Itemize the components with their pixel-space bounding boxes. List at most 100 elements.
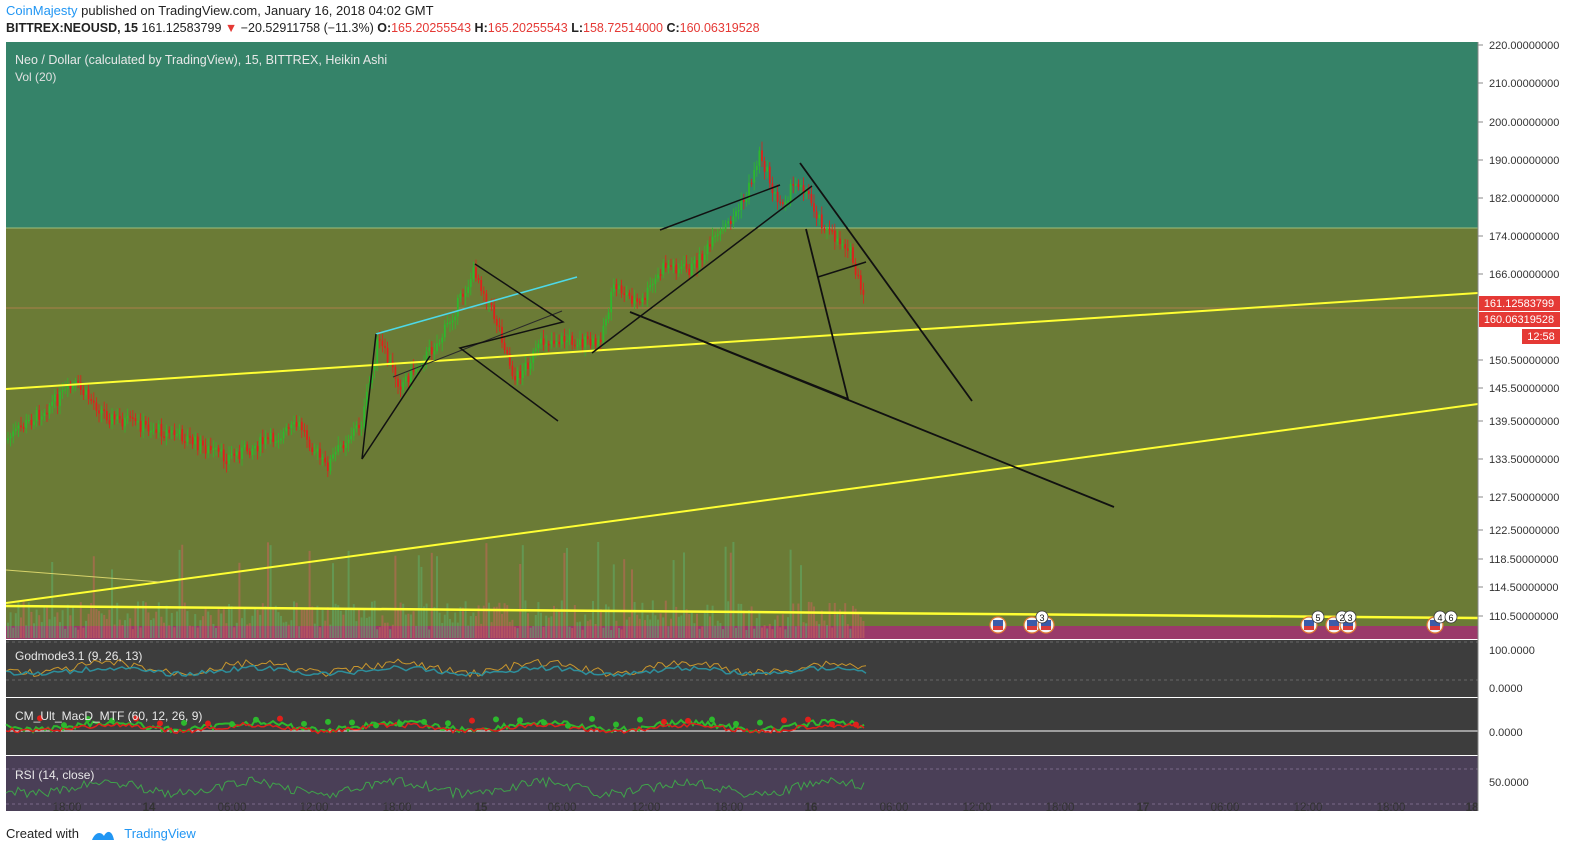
flag-stripes [1304, 626, 1314, 630]
candle-body [111, 414, 113, 425]
cyan-line[interactable] [375, 276, 578, 335]
candle-body [137, 421, 139, 423]
flag-canton [1430, 620, 1440, 626]
symbol[interactable]: BITTREX:NEOUSD, 15 [6, 21, 138, 35]
author-link[interactable]: CoinMajesty [6, 3, 78, 18]
volume-bar [854, 608, 857, 638]
candle-body [267, 437, 269, 440]
candle-body [553, 340, 555, 344]
small-flag[interactable] [817, 261, 867, 278]
volume-bar [25, 625, 28, 638]
open-value: 165.20255543 [391, 21, 472, 35]
volume-bar [503, 603, 506, 638]
price-tick-label: 210.00000000 [1489, 78, 1559, 90]
footer: Created with TradingView [6, 826, 196, 842]
volume-bar [670, 618, 672, 638]
volume-bar [464, 601, 467, 638]
volume-bar [144, 602, 147, 638]
candle-body [404, 376, 407, 382]
upper-trend-line[interactable] [5, 292, 1479, 390]
candle-body [85, 389, 87, 395]
candle-body [163, 436, 165, 438]
volume-bar [436, 556, 438, 638]
macd-label: CM_Ult_MacD_MTF (60, 12, 26, 9) [15, 709, 202, 723]
candle-body [261, 437, 264, 445]
candle-body [480, 280, 483, 292]
time-axis[interactable]: 18:00 14 06:00 12:00 18:00 15 06:00 12:00 18:00 1… [53, 802, 1479, 814]
volume-bar [529, 627, 532, 638]
volume-bar [17, 600, 20, 638]
macd-cross-dot [853, 721, 859, 728]
volume-bar [129, 618, 132, 638]
candle-body [508, 353, 511, 366]
volume-bar [805, 623, 808, 638]
event-count-badge[interactable] [1444, 610, 1458, 624]
candle-body [727, 221, 730, 224]
volume-bar [238, 562, 241, 638]
candle-body [35, 409, 38, 422]
volume-bar [553, 605, 555, 638]
flag-canton [1329, 620, 1339, 626]
flag-pattern-2[interactable] [458, 263, 565, 422]
volume-bar [771, 629, 774, 638]
price-tick-label: 133.50000000 [1489, 454, 1559, 466]
macd-cross-dot [133, 715, 139, 722]
volume-bar [85, 620, 87, 638]
volume-bar [555, 608, 558, 638]
candle-body [355, 425, 358, 429]
volume-bar [92, 556, 95, 638]
candle-body [555, 341, 558, 344]
volume-bar [831, 627, 834, 638]
candle-body [160, 424, 163, 437]
event-count-badge[interactable] [1343, 610, 1357, 624]
candle-body [189, 436, 191, 438]
event-count-badge[interactable] [1035, 610, 1049, 624]
wedge-upper[interactable] [659, 184, 781, 231]
time-tick-label: 18 [1466, 802, 1479, 814]
macd-cross-dot [277, 715, 283, 722]
event-count-badge[interactable] [1311, 610, 1325, 624]
volume-bar [623, 559, 626, 638]
candle-body [157, 424, 160, 433]
volume-bar [696, 613, 698, 638]
macd-pane [6, 698, 1478, 755]
base-trend-line[interactable] [5, 604, 1479, 620]
candle-body [358, 425, 360, 429]
macd-cross-dot [229, 721, 235, 728]
macd-cross-dot [325, 718, 331, 725]
candle-body [303, 430, 306, 432]
volume-bar [376, 629, 379, 638]
price-axis[interactable]: 220.00000000 210.00000000 200.00000000 190.… [1478, 40, 1559, 789]
macd-cross-dot [517, 717, 523, 724]
volume-bar [165, 605, 168, 638]
candle-body [134, 418, 137, 422]
volume-bar [615, 620, 618, 638]
volume-bar [254, 608, 256, 638]
candle-body [693, 260, 696, 264]
descending-line[interactable] [799, 162, 973, 402]
flag-pattern-1[interactable] [361, 333, 431, 460]
tradingview-link[interactable]: TradingView [124, 826, 196, 841]
volume-bar [558, 610, 561, 638]
volume-bar [191, 626, 194, 638]
volume-bar [480, 623, 483, 638]
volume-bar [399, 602, 402, 638]
candle-body [651, 283, 654, 286]
price-tick-label: 114.50000000 [1489, 582, 1559, 594]
volume-bar [592, 600, 594, 638]
volume-bar [755, 618, 758, 638]
candle-body [384, 346, 386, 348]
indicator-lines [5, 658, 867, 799]
volume-bar [51, 561, 54, 638]
close-price-badge: 160.06319528 [1484, 314, 1554, 326]
wedge-lower[interactable] [591, 185, 813, 354]
lower-trend-line[interactable] [5, 403, 1479, 604]
volume-bar [277, 612, 280, 638]
candle-body [248, 451, 251, 456]
macd-cross-dot [613, 721, 619, 728]
projection-lines[interactable] [629, 228, 1115, 508]
candle-body [191, 437, 194, 445]
volume-bar [20, 617, 22, 638]
